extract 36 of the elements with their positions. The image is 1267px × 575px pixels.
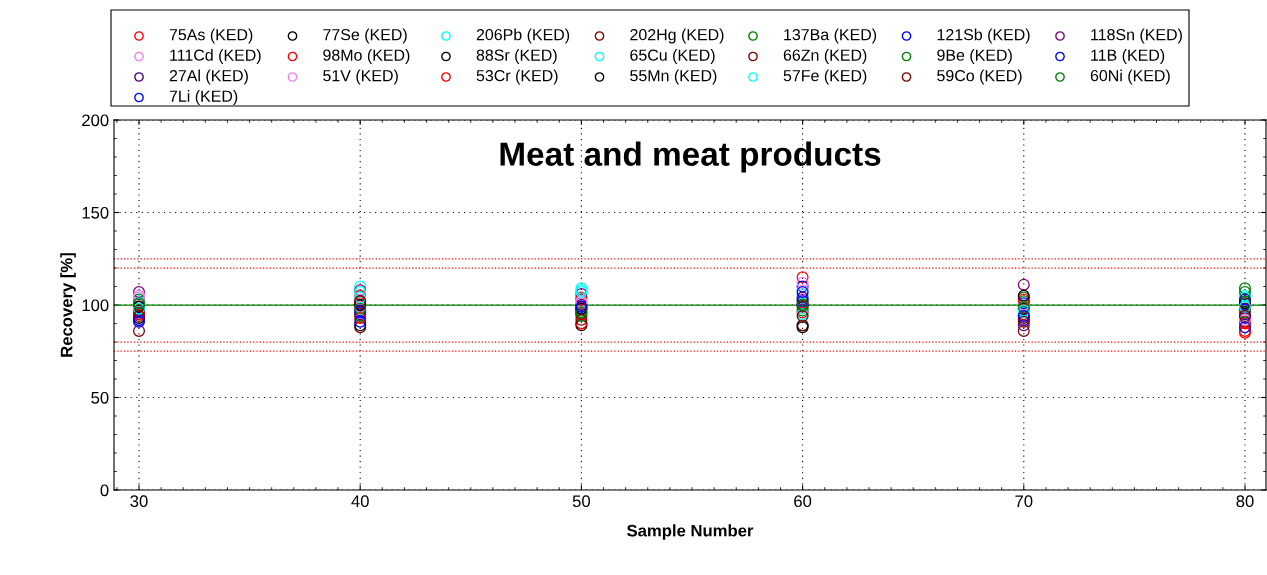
legend-label: 57Fe (KED) [783, 69, 867, 85]
legend-label: 55Mn (KED) [630, 69, 717, 85]
legend-label: 137Ba (KED) [784, 28, 877, 44]
y-tick-label: 50 [91, 391, 109, 404]
y-tick-label: 0 [100, 484, 109, 497]
y-tick-label: 100 [82, 299, 109, 312]
text: Meat and meat products [500, 141, 881, 173]
legend-label: 60Ni (KED) [1090, 69, 1170, 85]
legend-label: 202Hg (KED) [630, 28, 724, 44]
x-tick-label: 70 [1015, 495, 1033, 508]
y-axis-title: Recovery [%] [60, 253, 76, 357]
legend-label: 27Al (KED) [169, 69, 248, 85]
legend-label: 51V (KED) [323, 69, 398, 85]
legend-label: 88Sr (KED) [476, 49, 557, 64]
y-tick-label: 200 [82, 114, 109, 127]
y-tick-label: 150 [82, 206, 109, 219]
x-tick-label: 40 [351, 495, 369, 508]
x-axis-title: Sample Number [627, 524, 754, 540]
legend-label: 98Mo (KED) [323, 49, 410, 64]
legend-label: 59Co (KED) [937, 69, 1022, 85]
legend-label: 75As (KED) [169, 28, 253, 44]
legend-label: 121Sb (KED) [937, 28, 1030, 44]
legend-label: 118Sn (KED) [1091, 28, 1182, 44]
legend-label: 53Cr (KED) [476, 69, 558, 85]
legend-label: 7Li (KED) [169, 90, 238, 105]
x-tick-label: 50 [572, 495, 591, 508]
x-tick-label: 60 [794, 495, 812, 508]
legend-label: 9Be (KED) [937, 49, 1012, 64]
legend-label: 111Cd (KED) [170, 49, 261, 64]
legend-label: 65Cu (KED) [630, 49, 715, 64]
legend-label: 11B (KED) [1091, 49, 1165, 64]
legend-label: 66Zn (KED) [783, 49, 867, 64]
x-tick-label: 30 [130, 495, 148, 508]
x-tick-label: 80 [1236, 495, 1254, 508]
legend-label: 206Pb (KED) [476, 28, 570, 44]
legend-label: 77Se (KED) [323, 28, 407, 44]
